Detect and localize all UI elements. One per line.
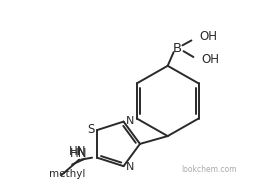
Text: methyl: methyl — [49, 169, 85, 179]
Text: OH: OH — [201, 53, 219, 66]
Text: lookchem.com: lookchem.com — [182, 165, 237, 174]
Text: OH: OH — [199, 30, 217, 43]
Text: B: B — [173, 42, 182, 55]
Text: HN: HN — [70, 147, 87, 160]
Text: N: N — [126, 116, 134, 126]
Text: S: S — [88, 123, 95, 136]
Text: HN: HN — [69, 145, 86, 158]
Text: N: N — [126, 162, 134, 172]
